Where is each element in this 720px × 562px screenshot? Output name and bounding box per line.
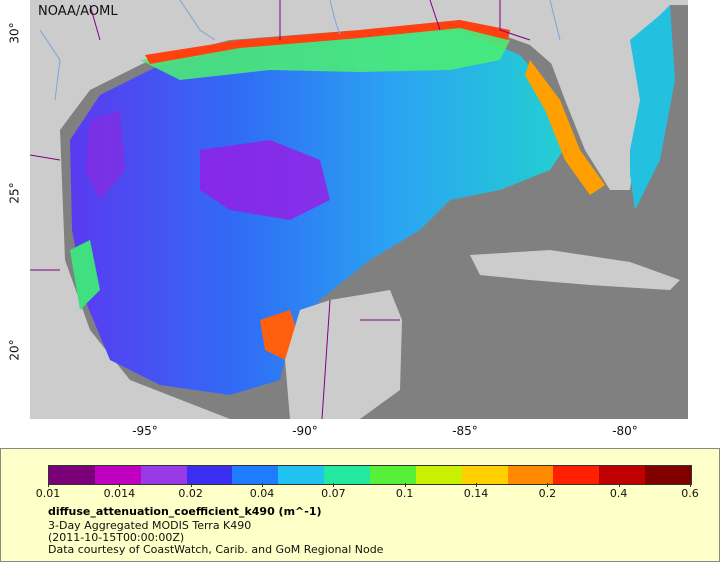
low-k490-patch bbox=[200, 140, 330, 220]
colorbar-tick-label: 0.1 bbox=[395, 487, 414, 500]
legend-panel: 0.01 0.014 0.02 0.04 0.07 0.1 0.14 0.2 0.4 0.6 di… bbox=[0, 448, 720, 562]
country-border bbox=[30, 154, 400, 419]
lat-tick: 20° bbox=[7, 339, 22, 361]
colorbar-tick-mark bbox=[262, 483, 263, 487]
colorbar-swatch bbox=[645, 466, 692, 484]
colorbar-tick-mark bbox=[190, 483, 192, 487]
lon-tick: -85° bbox=[452, 424, 478, 438]
legend-dataset: 3-Day Aggregated MODIS Terra K490 bbox=[48, 519, 252, 532]
low-k490-patch bbox=[85, 110, 125, 200]
colorbar-tick-label: 0.07 bbox=[321, 487, 346, 500]
legend-title: diffuse_attenuation_coefficient_k490 (m^… bbox=[48, 505, 322, 518]
credit-label: NOAA/AOML bbox=[38, 4, 118, 19]
lon-tick: -80° bbox=[612, 424, 638, 438]
lon-tick: -95° bbox=[132, 424, 158, 438]
colorbar bbox=[48, 465, 692, 485]
lat-tick: 30° bbox=[7, 22, 22, 44]
yucatan-peninsula bbox=[285, 290, 402, 419]
coastal-high-k490 bbox=[628, 5, 675, 210]
colorbar-tick-label: 0.6 bbox=[681, 487, 699, 500]
lat-tick: 25° bbox=[7, 182, 22, 204]
colorbar-swatch bbox=[370, 466, 416, 484]
colorbar-swatch bbox=[599, 466, 646, 484]
florida-peninsula bbox=[550, 40, 630, 190]
coastal-high-k490 bbox=[525, 60, 605, 195]
colorbar-swatch bbox=[461, 466, 508, 484]
colorbar-swatch bbox=[94, 466, 141, 484]
legend-source: Data courtesy of CoastWatch, Carib. and … bbox=[48, 543, 384, 556]
colorbar-tick-mark bbox=[690, 483, 691, 487]
colorbar-tick-mark bbox=[48, 483, 49, 487]
colorbar-tick-mark bbox=[618, 483, 620, 487]
state-border bbox=[89, 0, 531, 41]
cuba-island bbox=[470, 250, 680, 290]
colorbar-swatch bbox=[232, 466, 279, 484]
colorbar-tick-mark bbox=[476, 483, 477, 487]
legend-date: (2011-10-15T00:00:00Z) bbox=[48, 531, 185, 544]
colorbar-tick-mark bbox=[404, 483, 406, 487]
colorbar-tick-label: 0.01 bbox=[35, 487, 61, 500]
gulf-of-mexico-map bbox=[30, 0, 688, 419]
colorbar-tick-label: 0.02 bbox=[178, 487, 203, 500]
colorbar-swatch bbox=[507, 466, 554, 484]
lon-tick: -90° bbox=[292, 424, 318, 438]
coastal-high-k490 bbox=[140, 25, 510, 80]
colorbar-tick-label: 0.04 bbox=[249, 487, 275, 500]
colorbar-swatch bbox=[140, 466, 187, 484]
k490-ocean-data bbox=[70, 30, 570, 395]
colorbar-tick-mark bbox=[119, 483, 121, 487]
colorbar-swatch bbox=[324, 466, 371, 484]
colorbar-tick-label: 0.014 bbox=[103, 487, 136, 500]
coastal-high-k490 bbox=[145, 20, 510, 64]
colorbar-tick-mark bbox=[547, 483, 549, 487]
colorbar-swatch bbox=[49, 466, 95, 484]
colorbar-tick-mark bbox=[333, 483, 335, 487]
river bbox=[39, 0, 561, 101]
coastal-high-k490 bbox=[70, 240, 100, 310]
colorbar-tick-label: 0.2 bbox=[538, 487, 557, 500]
colorbar-swatch bbox=[553, 466, 600, 484]
map-panel[interactable]: NOAA/AOML bbox=[30, 0, 688, 419]
colorbar-swatch bbox=[278, 466, 325, 484]
colorbar-tick-label: 0.4 bbox=[609, 487, 628, 500]
colorbar-swatch bbox=[415, 466, 462, 484]
colorbar-tick-label: 0.14 bbox=[463, 487, 489, 500]
colorbar-swatch bbox=[186, 466, 233, 484]
